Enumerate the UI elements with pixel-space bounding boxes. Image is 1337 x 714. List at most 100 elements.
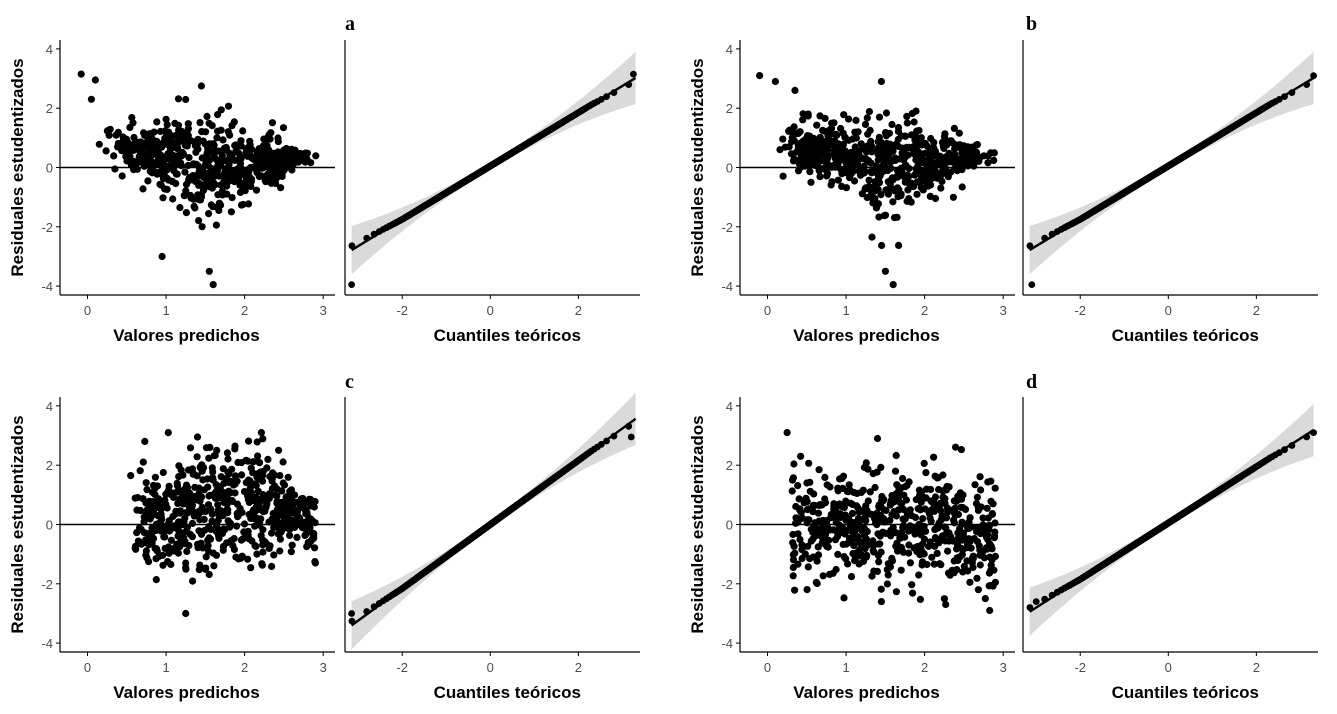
residual-point	[920, 459, 928, 467]
y-tick-label: 0	[46, 161, 53, 176]
x-tick-label: 0	[764, 303, 771, 318]
residual-point	[859, 166, 867, 174]
residual-point	[182, 559, 190, 567]
residual-point	[915, 523, 923, 532]
residual-point	[127, 472, 135, 480]
residual-point	[913, 190, 921, 198]
residual-point	[868, 572, 876, 580]
residual-point	[963, 557, 971, 565]
residual-point	[211, 181, 219, 189]
residual-point	[312, 152, 320, 160]
residual-point	[215, 206, 223, 214]
residual-point	[253, 550, 261, 558]
residual-point	[848, 509, 857, 517]
residual-point	[883, 580, 892, 588]
residual-point	[268, 119, 276, 127]
residual-point	[965, 145, 973, 153]
residual-point	[804, 110, 812, 118]
residual-point	[259, 526, 267, 534]
residual-point	[142, 547, 150, 555]
y-tick-label: 2	[46, 458, 53, 473]
residual-point	[863, 193, 871, 202]
residual-point	[906, 506, 914, 514]
residual-point	[205, 570, 213, 579]
residual-point	[303, 149, 311, 157]
residual-point	[138, 539, 146, 547]
residual-point	[254, 147, 262, 155]
residual-point	[987, 567, 995, 575]
y-tick-label: 0	[726, 518, 733, 533]
residual-point	[220, 499, 228, 507]
residual-point	[227, 208, 235, 216]
residual-point	[979, 521, 987, 529]
residual-point	[882, 147, 890, 155]
residual-point	[875, 501, 883, 509]
residual-point	[257, 532, 265, 540]
residual-point	[832, 565, 840, 574]
residual-point	[229, 497, 237, 505]
panel-label-d: d	[1026, 371, 1037, 393]
residual-point	[893, 166, 902, 175]
residual-point	[198, 223, 206, 231]
residual-point	[915, 529, 923, 537]
residual-point	[167, 164, 175, 172]
residual-point	[898, 546, 906, 554]
residual-point	[202, 553, 210, 561]
residual-point	[173, 170, 181, 178]
quantile-point	[1032, 598, 1040, 605]
residual-point	[783, 429, 791, 437]
quantile-point	[1028, 281, 1036, 288]
residual-point	[975, 542, 983, 550]
residual-point	[194, 162, 202, 170]
residual-point	[110, 152, 118, 160]
residual-point	[797, 508, 805, 517]
residual-point	[854, 128, 862, 136]
residual-point	[810, 522, 818, 530]
residual-point	[147, 534, 155, 542]
residual-point	[852, 116, 860, 124]
residual-point	[898, 149, 906, 157]
residual-point	[159, 194, 167, 202]
residual-point	[942, 514, 951, 522]
residual-point	[177, 536, 185, 544]
residual-point	[893, 481, 901, 489]
residual-point	[879, 167, 888, 175]
residual-point	[170, 522, 178, 530]
residual-point	[790, 460, 798, 468]
residual-point	[252, 155, 260, 163]
residual-point	[965, 535, 973, 543]
residual-point	[813, 557, 821, 565]
residual-point	[201, 565, 210, 573]
residual-point	[788, 133, 796, 141]
residual-point	[826, 483, 834, 491]
residual-point	[967, 544, 975, 552]
residual-point	[77, 70, 85, 78]
residual-point	[223, 449, 231, 457]
residual-point	[174, 549, 182, 557]
residual-point	[931, 542, 939, 550]
residual-point	[247, 564, 255, 572]
residual-point	[220, 177, 228, 185]
x-axis-title: Valores predichos	[793, 683, 939, 702]
residual-point	[245, 437, 253, 445]
residual-point	[888, 554, 896, 563]
residual-point	[245, 498, 253, 506]
residual-point	[897, 566, 905, 574]
residual-point	[243, 174, 251, 182]
residual-point	[279, 458, 287, 466]
residual-point	[180, 518, 188, 526]
residual-point	[278, 519, 286, 527]
residual-point	[168, 177, 176, 185]
residual-point	[868, 233, 876, 241]
residual-point	[816, 133, 824, 141]
residual-point	[154, 148, 162, 156]
residual-point	[869, 470, 877, 478]
residual-point	[139, 458, 147, 466]
x-tick-label: 0	[1165, 660, 1172, 675]
residual-point	[284, 473, 292, 481]
residual-point	[176, 509, 184, 517]
residual-point	[212, 551, 221, 559]
x-tick-label: 0	[84, 660, 91, 675]
